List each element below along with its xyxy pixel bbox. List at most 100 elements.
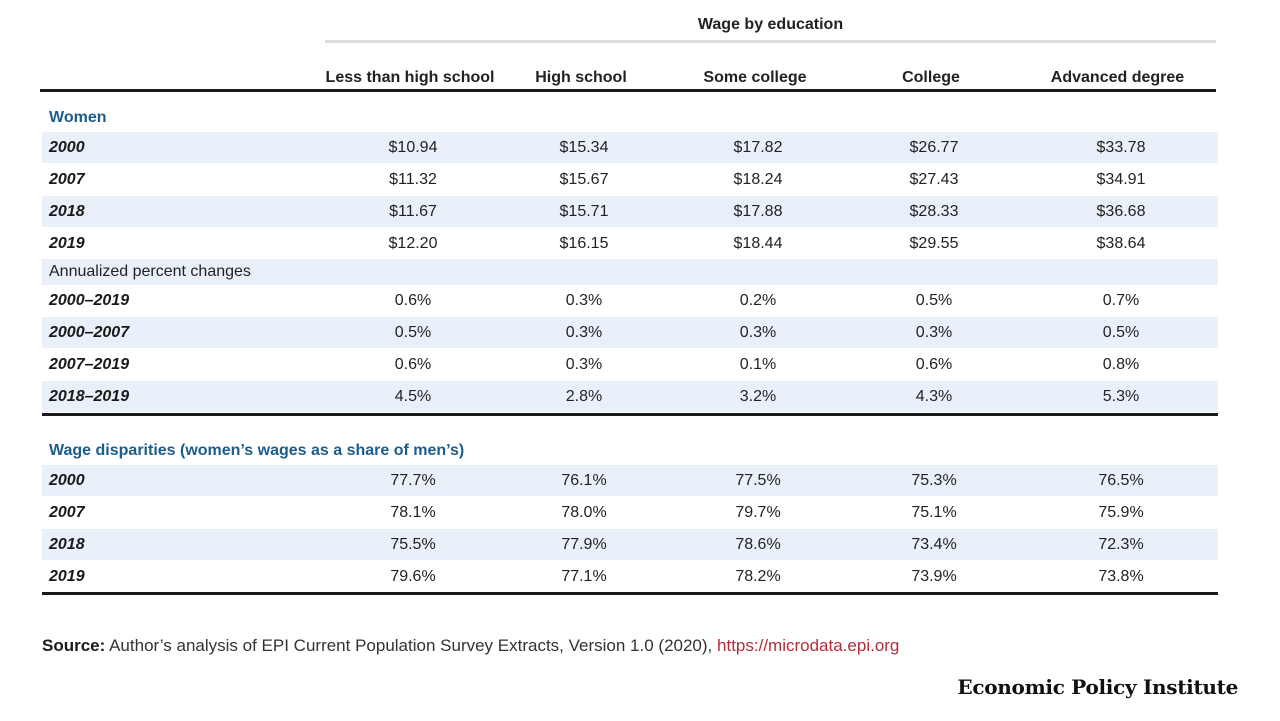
source-label: Source: [42, 636, 106, 655]
table-cell: $27.43 [909, 171, 959, 188]
table-cell: 0.6% [394, 356, 432, 373]
source-text: Author’s analysis of EPI Current Populat… [109, 636, 713, 655]
table-cell: 78.2% [735, 568, 781, 585]
table-cell: 2.8% [565, 388, 603, 405]
table-cell: 0.5% [915, 292, 953, 309]
table-cell: 73.8% [1098, 568, 1144, 585]
row-label: 2019 [49, 568, 85, 585]
row-label: 2007 [49, 171, 85, 188]
table-cell: $15.67 [559, 171, 609, 188]
table-cell: 78.6% [735, 536, 781, 553]
table-cell: 5.3% [1102, 388, 1140, 405]
row-label: 2019 [49, 235, 85, 252]
source-note: Source: Author’s analysis of EPI Current… [42, 636, 899, 656]
table-cell: 73.9% [911, 568, 957, 585]
table-cell: $38.64 [1096, 235, 1146, 252]
group-header-rule [325, 40, 1216, 43]
table-cell: 77.9% [561, 536, 607, 553]
table-cell: 0.3% [565, 324, 603, 341]
table-cell: 0.6% [394, 292, 432, 309]
table-cell: $12.20 [388, 235, 438, 252]
table-cell: $18.24 [733, 171, 783, 188]
table-cell: 0.3% [565, 292, 603, 309]
table-cell: $28.33 [909, 203, 959, 220]
table-cell: $17.88 [733, 203, 783, 220]
row-label: 2000 [49, 139, 85, 156]
table-cell: 79.7% [735, 504, 781, 521]
table-cell: 75.3% [911, 472, 957, 489]
row-label: 2007 [49, 504, 85, 521]
table-cell: 4.3% [915, 388, 953, 405]
table-cell: $15.71 [559, 203, 609, 220]
table-row: 2007 78.1% 78.0% 79.7% 75.1% 75.9% [42, 497, 1218, 528]
row-label: 2000–2019 [49, 292, 130, 309]
table-row: 2000–2019 0.6% 0.3% 0.2% 0.5% 0.7% [42, 285, 1218, 316]
table-row: 2018 75.5% 77.9% 78.6% 73.4% 72.3% [42, 529, 1218, 560]
table-row: 2018–2019 4.5% 2.8% 3.2% 4.3% 5.3% [42, 381, 1218, 412]
epi-logo: Economic Policy Institute [957, 675, 1238, 699]
col-head-less-than-high-school: Less than high school [325, 69, 495, 86]
table-row: 2007 $11.32 $15.67 $18.24 $27.43 $34.91 [42, 164, 1218, 195]
table-cell: 0.2% [739, 292, 777, 309]
subsection-label: Annualized percent changes [49, 263, 251, 280]
subsection-band [42, 259, 1218, 285]
table-row: 2018 $11.67 $15.71 $17.88 $28.33 $36.68 [42, 196, 1218, 227]
table-cell: 73.4% [911, 536, 957, 553]
table-cell: $36.68 [1096, 203, 1146, 220]
table-cell: $34.91 [1096, 171, 1146, 188]
row-label: 2007–2019 [49, 356, 130, 373]
source-link[interactable]: https://microdata.epi.org [717, 636, 900, 655]
col-head-advanced-degree: Advanced degree [1050, 69, 1185, 86]
table-cell: $26.77 [909, 139, 959, 156]
col-head-college: College [902, 69, 960, 86]
table-cell: 75.9% [1098, 504, 1144, 521]
col-head-high-school: High school [535, 69, 627, 86]
row-label: 2000 [49, 472, 85, 489]
table-cell: 0.6% [915, 356, 953, 373]
table-cell: 0.3% [565, 356, 603, 373]
table-row: 2000–2007 0.5% 0.3% 0.3% 0.3% 0.5% [42, 317, 1218, 348]
row-label: 2018 [49, 536, 85, 553]
table-cell: $11.67 [389, 203, 437, 220]
table-row: 2019 $12.20 $16.15 $18.44 $29.55 $38.64 [42, 228, 1218, 259]
table-cell: 72.3% [1098, 536, 1144, 553]
table-cell: 78.1% [390, 504, 436, 521]
table-cell: $16.15 [559, 235, 609, 252]
table-cell: 75.5% [390, 536, 436, 553]
table-cell: $18.44 [733, 235, 783, 252]
row-label: 2018–2019 [49, 388, 130, 405]
table-row: 2000 77.7% 76.1% 77.5% 75.3% 76.5% [42, 465, 1218, 496]
table-cell: $10.94 [388, 139, 438, 156]
table-cell: 77.7% [390, 472, 436, 489]
section-rule [42, 413, 1218, 416]
table-row: 2000 $10.94 $15.34 $17.82 $26.77 $33.78 [42, 132, 1218, 163]
table-cell: 3.2% [739, 388, 777, 405]
table-cell: 0.5% [1102, 324, 1140, 341]
table-cell: 76.1% [561, 472, 607, 489]
section-label-women: Women [49, 109, 107, 126]
table-cell: 77.1% [561, 568, 607, 585]
table-cell: $33.78 [1096, 139, 1146, 156]
table-row: 2007–2019 0.6% 0.3% 0.1% 0.6% 0.8% [42, 349, 1218, 380]
table-cell: 76.5% [1098, 472, 1144, 489]
table-row: 2019 79.6% 77.1% 78.2% 73.9% 73.8% [42, 561, 1218, 592]
table-cell: 0.3% [915, 324, 953, 341]
table-cell: 75.1% [911, 504, 957, 521]
col-head-some-college: Some college [703, 69, 807, 86]
table-cell: 0.8% [1102, 356, 1140, 373]
header-rule [40, 89, 1216, 92]
table-cell: $17.82 [733, 139, 783, 156]
row-label: 2000–2007 [49, 324, 130, 341]
group-header: Wage by education [697, 16, 844, 33]
table-cell: $11.32 [389, 171, 437, 188]
table-cell: 77.5% [735, 472, 781, 489]
section-label-disparities: Wage disparities (women’s wages as a sha… [49, 442, 465, 459]
table-cell: 79.6% [390, 568, 436, 585]
table-cell: 0.7% [1102, 292, 1140, 309]
table-cell: 0.3% [739, 324, 777, 341]
table-cell: 0.5% [394, 324, 432, 341]
table-cell: $29.55 [909, 235, 959, 252]
table-cell: $15.34 [559, 139, 609, 156]
row-label: 2018 [49, 203, 85, 220]
